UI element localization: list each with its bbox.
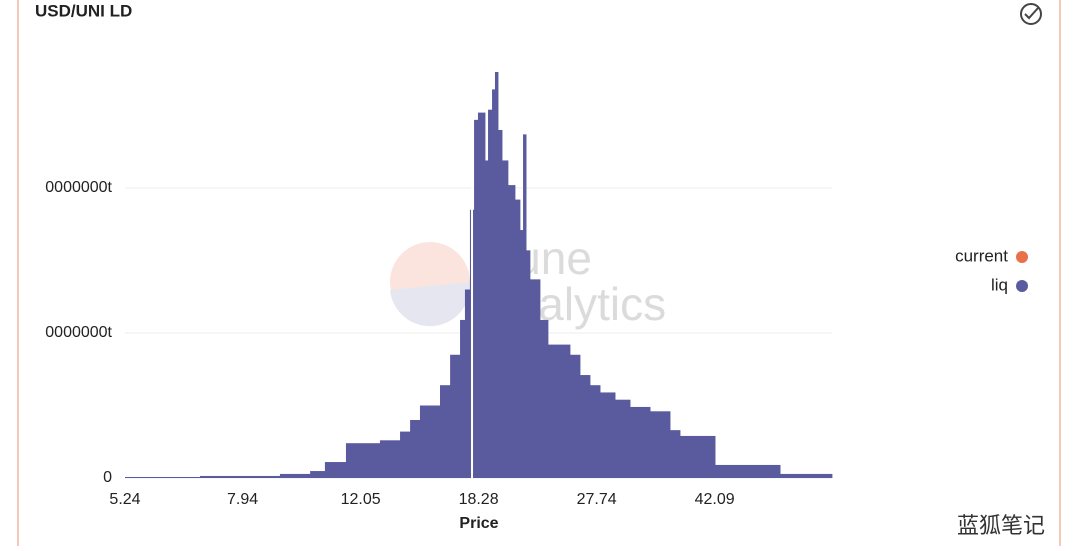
panel-frame [17,0,1061,551]
bar [498,130,503,478]
bar [580,375,591,478]
legend-item[interactable]: liq [991,275,1028,294]
bar [519,230,524,478]
legend-swatch [1016,280,1028,292]
bar [279,473,311,478]
bar [502,160,509,478]
bar [494,72,499,478]
bar [345,443,381,478]
y-tick-label: 0000000t [45,324,112,341]
x-tick-label: 27.74 [577,491,617,508]
bar [125,476,201,478]
bar [515,199,521,478]
bar [485,160,489,478]
bar [539,319,549,478]
credit: 蓝狐笔记 [957,513,1045,538]
legend-swatch [1016,251,1028,263]
bar [477,112,486,478]
x-tick-label: 18.28 [459,491,499,508]
bar [419,405,441,478]
bar [670,430,681,478]
bar [523,134,527,478]
x-tick-label: 12.05 [341,491,381,508]
bar [526,250,531,478]
bar [492,89,496,479]
bar [715,464,781,478]
bar [324,462,347,478]
bar [199,475,281,478]
x-tick-label: 5.24 [109,491,140,508]
bar [507,185,516,478]
check-icon[interactable] [1020,3,1042,25]
chart-title: USD/UNI LD [35,1,132,20]
bar [547,344,571,478]
bar [529,279,541,478]
bar [570,354,581,478]
bar [680,435,716,478]
legend-label: liq [991,275,1008,294]
legend-label: current [955,246,1008,265]
bar [310,471,326,478]
bar [410,420,421,478]
bar [780,473,833,478]
bar [488,109,493,478]
bar [400,431,411,478]
bar [615,399,631,478]
x-tick-label: 42.09 [695,491,735,508]
legend-item[interactable]: current [955,246,1028,265]
bar [590,385,601,478]
y-tick-label: 0000000t [45,179,112,196]
bar [460,319,466,478]
bar [630,406,651,478]
bar [600,392,616,478]
bar [464,289,471,478]
bar [379,440,401,478]
bar [440,385,451,478]
y-tick-label: 0 [103,469,112,486]
bar [474,119,479,478]
bar [650,411,671,478]
bar [450,354,461,478]
x-tick-label: 7.94 [227,491,258,508]
x-axis-title: Price [459,515,498,532]
